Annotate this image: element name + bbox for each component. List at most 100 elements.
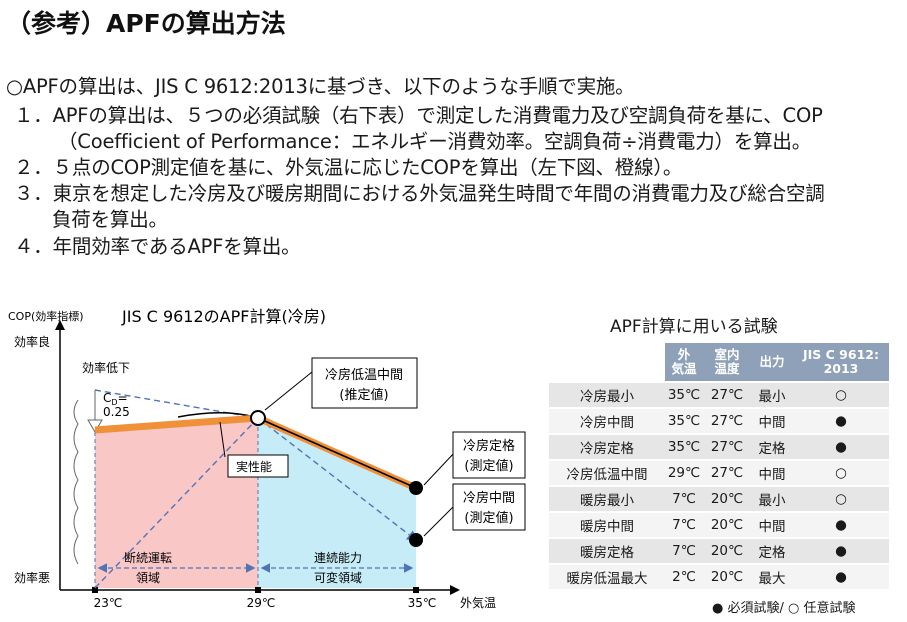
callout-mid-1: 冷房中間: [463, 490, 515, 506]
row-output: 定格: [751, 435, 793, 459]
tick-23: [92, 587, 98, 593]
row-name: 冷房中間: [549, 409, 665, 433]
row-indoor: 20℃: [703, 565, 751, 589]
step-4-num: ４．: [14, 235, 53, 258]
tick-29: [255, 587, 261, 593]
row-output: 最小: [751, 487, 793, 511]
row-name: 冷房最小: [549, 383, 665, 407]
table-title: APF計算に用いる試験: [610, 317, 778, 337]
row-mark: ●: [793, 513, 889, 537]
row-indoor: 27℃: [703, 461, 751, 485]
row-indoor: 20℃: [703, 513, 751, 537]
table-row: 暖房低温最大 2℃ 20℃ 最大 ●: [549, 565, 889, 589]
callout-box-low-mid: [311, 357, 418, 409]
table-row: 暖房最小 7℃ 20℃ 最小 ○: [549, 487, 889, 511]
cd-arrow-head: [87, 419, 103, 433]
eff-drop-label: 効率低下: [82, 360, 130, 375]
row-outdoor: 35℃: [665, 383, 703, 407]
y-high-label: 効率良: [14, 334, 50, 349]
step-1-line-1: １．APFの算出は、５つの必須試験（右下表）で測定した消費電力及び空調負荷を基に…: [14, 99, 823, 128]
row-indoor: 20℃: [703, 487, 751, 511]
region-left-label-2: 領域: [136, 570, 160, 585]
actual-label: 実性能: [236, 459, 272, 474]
row-mark: ●: [793, 409, 889, 433]
row-indoor: 27℃: [703, 409, 751, 433]
step-3-text-1: 東京を想定した冷房及び暖房期間における外気温発生時間で年間の消費電力及び総合空調: [52, 182, 825, 205]
header-output: 出力: [751, 343, 793, 381]
intro-text: ○APFの算出は、JIS C 9612:2013に基づき、以下のような手順で実施…: [6, 75, 635, 98]
y-axis-label: COP(効率指標): [8, 309, 84, 323]
row-indoor: 27℃: [703, 435, 751, 459]
region-right-label-1: 連続能力: [314, 551, 362, 565]
row-output: 最小: [751, 383, 793, 407]
row-output: 中間: [751, 461, 793, 485]
x-tick-35: 35℃: [408, 596, 437, 610]
row-mark: ○: [793, 461, 889, 485]
row-mark: ●: [793, 539, 889, 563]
row-outdoor: 35℃: [665, 409, 703, 433]
measured-line: [257, 417, 417, 489]
header-outdoor: 外気温: [665, 343, 703, 381]
step-2-text-1: ５点のCOP測定値を基に、外気温に応じたCOPを算出（左下図、橙線）。: [52, 156, 683, 179]
row-outdoor: 2℃: [665, 565, 703, 589]
row-name: 暖房定格: [549, 539, 665, 563]
region-right-label-2: 可変領域: [314, 570, 362, 585]
row-indoor: 27℃: [703, 383, 751, 407]
header-jis: JIS C 9612: 2013: [793, 343, 889, 381]
callout-box-actual: [227, 454, 289, 478]
cd-label: CD=: [103, 391, 128, 407]
row-indoor: 20℃: [703, 539, 751, 563]
point-rated: [409, 481, 423, 495]
test-table: 外気温 室内 温度 出力 JIS C 9612: 2013 冷房最小 35℃ 27℃ 最小…: [549, 341, 889, 591]
row-mark: ○: [793, 487, 889, 511]
table-row: 冷房中間 35℃ 27℃ 中間 ●: [549, 409, 889, 433]
apf-cooling-chart: COP(効率指標) JIS C 9612のAPF計算(冷房) 効率良 効率悪 効…: [8, 307, 526, 610]
row-outdoor: 7℃: [665, 487, 703, 511]
step-1-num: １．: [14, 104, 53, 127]
row-outdoor: 29℃: [665, 461, 703, 485]
callout-line-actual: [219, 421, 226, 458]
row-outdoor: 7℃: [665, 513, 703, 537]
row-mark: ●: [793, 565, 889, 589]
x-axis-label: 外気温: [460, 595, 496, 610]
callout-low-mid-1: 冷房低温中間: [325, 367, 403, 383]
callout-mid-2: (測定値): [464, 510, 513, 526]
x-tick-23: 23℃: [94, 596, 123, 610]
step-4-text-1: 年間効率であるAPFを算出。: [52, 235, 301, 258]
step-4-line-1: ４．年間効率であるAPFを算出。: [14, 230, 301, 259]
header-indoor: 室内 温度: [703, 343, 751, 381]
x-tick-29: 29℃: [247, 596, 276, 610]
cd-value: 0.25: [103, 405, 130, 419]
callout-line-mid: [423, 504, 456, 537]
callout-line-rated: [423, 451, 456, 486]
table-row: 冷房定格 35℃ 27℃ 定格 ●: [549, 435, 889, 459]
step-2-line-1: ２．５点のCOP測定値を基に、外気温に応じたCOPを算出（左下図、橙線）。: [14, 151, 682, 180]
page-title: （参考）APFの算出方法: [6, 9, 286, 38]
tick-35: [413, 587, 419, 593]
table-row: 暖房中間 7℃ 20℃ 中間 ●: [549, 513, 889, 537]
step-3-num: ３．: [14, 182, 53, 205]
step-2-num: ２．: [14, 156, 53, 179]
step-1-line-2: （Coefficient of Performance：エネルギー消費効率。空調…: [58, 130, 812, 153]
step-3-line-1: ３．東京を想定した冷房及び暖房期間における外気温発生時間で年間の消費電力及び総合…: [14, 177, 825, 206]
row-name: 冷房低温中間: [549, 461, 665, 485]
row-outdoor: 7℃: [665, 539, 703, 563]
callout-low-mid-2: (推定値): [339, 387, 388, 403]
row-name: 暖房最小: [549, 487, 665, 511]
row-name: 暖房低温最大: [549, 565, 665, 589]
dash-right-diag: [257, 417, 419, 542]
row-name: 冷房定格: [549, 435, 665, 459]
y-brace: [73, 399, 79, 565]
chart-title: JIS C 9612のAPF計算(冷房): [121, 307, 326, 326]
region-left-label-1: 断続運転: [124, 550, 172, 565]
row-mark: ○: [793, 383, 889, 407]
row-output: 中間: [751, 513, 793, 537]
row-mark: ●: [793, 435, 889, 459]
point-low-temp-mid: [250, 410, 266, 426]
header-empty: [549, 343, 665, 381]
row-outdoor: 35℃: [665, 435, 703, 459]
table-row: 冷房低温中間 29℃ 27℃ 中間 ○: [549, 461, 889, 485]
callout-box-mid: [452, 483, 526, 531]
table-legend: ● 必須試験/ ○ 任意試験: [712, 601, 856, 616]
table-header-row: 外気温 室内 温度 出力 JIS C 9612: 2013: [549, 343, 889, 381]
